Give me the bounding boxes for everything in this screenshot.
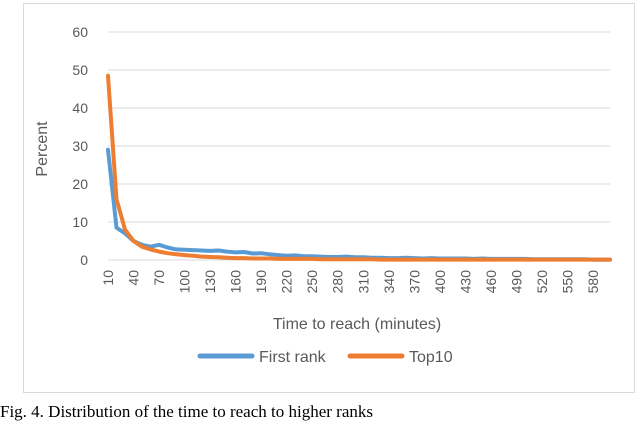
y-tick-label: 10 [72, 214, 88, 230]
x-tick-label: 340 [381, 270, 397, 294]
x-tick-label: 520 [534, 270, 550, 294]
x-tick-label: 400 [432, 270, 448, 294]
y-axis-ticks: 0 10 20 30 40 50 60 [72, 24, 88, 268]
gridlines [108, 31, 610, 261]
series-lines [106, 73, 612, 262]
x-tick-label: 580 [585, 270, 601, 294]
x-tick-label: 310 [355, 270, 371, 294]
x-tick-label: 430 [457, 270, 473, 294]
y-tick-label: 40 [72, 100, 88, 116]
legend-label-1: Top10 [409, 349, 453, 366]
x-tick-label: 460 [483, 270, 499, 294]
x-tick-label: 280 [330, 270, 346, 294]
series-line-1 [106, 73, 612, 262]
x-tick-label: 190 [253, 270, 269, 294]
x-tick-label: 250 [304, 270, 320, 294]
line-chart: 0 10 20 30 40 50 60 10 40 70 100 130 160 190 220 250 28… [34, 24, 612, 366]
legend: First rank Top10 [197, 349, 453, 366]
x-tick-label: 100 [177, 270, 193, 294]
figure-caption: Fig. 4. Distribution of the time to reac… [0, 402, 373, 421]
series-line-0 [106, 147, 612, 262]
x-tick-label: 70 [151, 270, 167, 286]
y-tick-label: 0 [80, 252, 88, 268]
x-tick-label: 220 [279, 270, 295, 294]
x-tick-label: 550 [559, 270, 575, 294]
x-axis-title: Time to reach (minutes) [273, 316, 441, 333]
x-tick-label: 490 [508, 270, 524, 294]
x-tick-label: 40 [126, 270, 142, 286]
legend-label-0: First rank [259, 349, 327, 366]
x-tick-label: 130 [202, 270, 218, 294]
y-tick-label: 20 [72, 176, 88, 192]
y-tick-label: 50 [72, 62, 88, 78]
x-axis-ticks: 10 40 70 100 130 160 190 220 250 280 310 340 370 400 4… [100, 270, 601, 294]
y-tick-label: 30 [72, 138, 88, 154]
x-tick-label: 10 [100, 270, 116, 286]
y-tick-label: 60 [72, 24, 88, 40]
y-axis-title: Percent [34, 121, 51, 177]
chart-frame: 0 10 20 30 40 50 60 10 40 70 100 130 160 190 220 250 28… [23, 3, 635, 393]
x-tick-label: 160 [228, 270, 244, 294]
x-tick-label: 370 [406, 270, 422, 294]
